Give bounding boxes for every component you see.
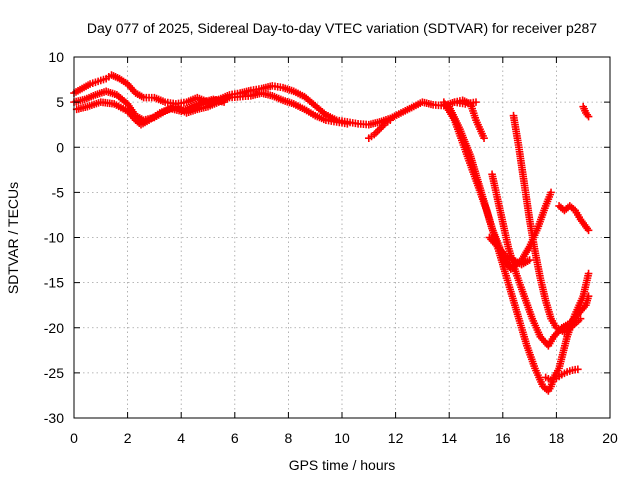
x-tick-label: 0 <box>70 430 78 446</box>
y-tick-label: -25 <box>44 365 64 381</box>
x-tick-label: 6 <box>231 430 239 446</box>
x-tick-label: 2 <box>124 430 132 446</box>
x-tick-label: 8 <box>285 430 293 446</box>
data-point <box>220 98 228 106</box>
y-tick-label: 0 <box>56 139 64 155</box>
y-tick-label: -15 <box>44 275 64 291</box>
data-point <box>386 116 395 124</box>
y-tick-labels: 10 5 0 -5 -10 -15 -20 -25 -30 <box>44 49 64 426</box>
x-tick-label: 18 <box>549 430 565 446</box>
data-points <box>70 71 593 395</box>
x-tick-label: 14 <box>441 430 457 446</box>
y-tick-label: 5 <box>56 94 64 110</box>
data-point <box>574 365 582 374</box>
x-axis-label: GPS time / hours <box>289 457 396 473</box>
x-tick-label: 4 <box>177 430 185 446</box>
y-tick-label: -30 <box>44 410 64 426</box>
y-tick-label: 10 <box>48 49 64 65</box>
data-point <box>576 314 585 323</box>
data-point <box>584 292 593 300</box>
axis-ticks <box>73 56 611 419</box>
x-tick-labels: 0 2 4 6 8 10 12 14 16 18 20 <box>70 430 618 446</box>
chart-title: Day 077 of 2025, Sidereal Day-to-day VTE… <box>87 20 597 36</box>
data-point <box>547 188 555 197</box>
data-point <box>480 134 488 143</box>
x-tick-label: 20 <box>602 430 618 446</box>
data-point <box>584 112 593 121</box>
x-tick-label: 10 <box>334 430 350 446</box>
x-tick-label: 16 <box>495 430 511 446</box>
y-axis-label: SDTVAR / TECUs <box>5 182 21 294</box>
y-tick-label: -20 <box>44 320 64 336</box>
data-point <box>472 98 480 106</box>
data-point <box>584 226 593 235</box>
y-tick-label: -5 <box>52 184 65 200</box>
data-point <box>343 119 352 128</box>
data-point <box>525 256 534 264</box>
data-point <box>584 269 593 278</box>
x-tick-label: 12 <box>388 430 404 446</box>
y-tick-label: -10 <box>44 230 64 246</box>
